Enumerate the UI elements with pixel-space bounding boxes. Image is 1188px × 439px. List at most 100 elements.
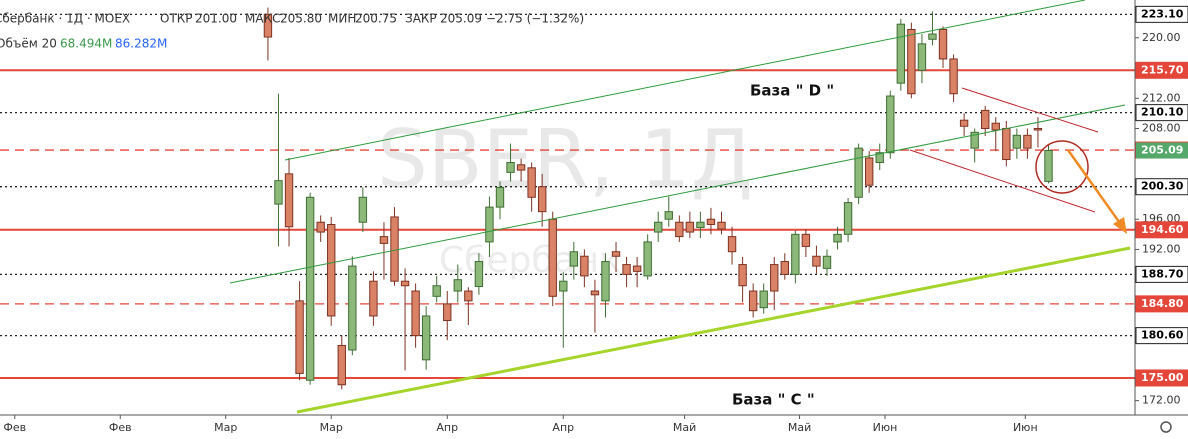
level-label-bg [1135, 178, 1188, 196]
last-price-label: 205.09 [1141, 144, 1183, 157]
candle-body [685, 221, 695, 233]
level-label-bg [1135, 327, 1188, 345]
candle-body [590, 290, 600, 296]
level-label: 180.60 [1141, 329, 1184, 342]
candle-body [632, 265, 642, 272]
support-line [296, 246, 1131, 414]
candle-body [358, 196, 368, 223]
candle-body [1033, 128, 1043, 131]
level-label-bg [1135, 221, 1188, 239]
candle-body [991, 122, 1000, 131]
level-label-bg [1135, 61, 1188, 79]
volume-label: Объём 20 [0, 37, 57, 51]
levels [0, 13, 1135, 379]
annotation: База " D " [750, 82, 834, 100]
y-tick-label: 220.00 [1142, 31, 1181, 44]
x-tick-label: Май [673, 421, 696, 434]
candle-body [801, 233, 811, 247]
candle-body [369, 280, 378, 317]
candle-body [770, 264, 779, 292]
candle-body [263, 13, 273, 38]
candle-body [812, 255, 821, 267]
candle-body [875, 152, 884, 164]
legend: Сбербанк · 1Д · MOEX ОТКР 201.00 МАКС 20… [0, 12, 584, 51]
arrow [1066, 149, 1124, 227]
candle-body [1002, 128, 1011, 160]
arrow-head [1113, 217, 1127, 234]
level-label: 200.30 [1141, 180, 1184, 193]
candle-body [833, 233, 842, 243]
level-label-bg [1135, 295, 1188, 313]
candle-body [959, 119, 969, 127]
candle-body [970, 131, 979, 149]
candle-body [938, 28, 948, 60]
candle-body [717, 221, 726, 230]
candle-body [495, 186, 505, 208]
candle-body [453, 279, 462, 292]
level-label: 223.10 [1141, 7, 1184, 20]
candle-body [1012, 134, 1022, 149]
candle-body [327, 224, 336, 317]
level-label: 175.00 [1141, 371, 1184, 384]
x-tick-label: Июн [1013, 421, 1038, 434]
y-tick-label: 212.00 [1142, 91, 1181, 104]
x-tick-label: Мар [320, 421, 343, 434]
candle-body [432, 285, 441, 297]
level-label-bg [1135, 369, 1188, 387]
candle-body [727, 236, 737, 253]
ohlc-value: 200.75 [355, 12, 397, 26]
x-tick-label: Май [788, 421, 811, 434]
watermark: SBER, 1Д Сбербанк [377, 113, 753, 281]
x-tick-label: Фев [3, 421, 26, 434]
candle-body [337, 344, 346, 386]
candle-body [706, 218, 716, 226]
candle-body [569, 251, 579, 267]
ohlc-value: 201.00 [195, 12, 237, 26]
settings-icon[interactable] [1160, 421, 1172, 433]
candle-body [907, 28, 916, 95]
candle-body [1023, 134, 1032, 149]
candle-body [284, 173, 294, 228]
candle-body [949, 58, 958, 95]
candle-body [527, 167, 536, 198]
level-label-bg [1135, 265, 1188, 283]
candle-body [580, 255, 589, 277]
candle-body [559, 280, 568, 292]
candle-body [379, 236, 389, 244]
candle-body [654, 221, 663, 233]
x-tick-label: Апр [436, 421, 458, 434]
y-tick-label: 192.00 [1142, 242, 1181, 255]
candle-body [400, 280, 410, 287]
candle-body [295, 300, 304, 374]
channel-upper [284, 0, 1086, 161]
volume-value: 68.494M [60, 37, 112, 51]
ohlc-value: 205.09 [440, 12, 482, 26]
candle-body [748, 290, 758, 312]
candle-body [390, 216, 399, 282]
candle-body [611, 251, 621, 257]
candle-body [506, 162, 515, 173]
x-tick-label: Мар [214, 421, 237, 434]
ohlc-label: ОТКР [160, 12, 193, 26]
candle-body [464, 290, 473, 302]
x-tick-label: Апр [552, 421, 574, 434]
x-tick-label: Фев [109, 421, 132, 434]
candle-body [1044, 150, 1053, 182]
drawings [229, 0, 1131, 414]
candle-body [305, 196, 315, 381]
candle-body [791, 233, 800, 275]
candles [263, 7, 1053, 390]
last-price-bg [1136, 142, 1188, 159]
annotation: База " C " [732, 391, 815, 409]
candle-body [421, 315, 431, 361]
candle-body [274, 180, 283, 205]
red-channel-lower [909, 149, 1096, 213]
x-tick-label: Июн [873, 421, 898, 434]
candle-body [917, 43, 927, 71]
candle-body [854, 147, 863, 198]
candle-body [759, 290, 768, 309]
candle-body [485, 206, 494, 243]
candle-body [738, 264, 747, 287]
